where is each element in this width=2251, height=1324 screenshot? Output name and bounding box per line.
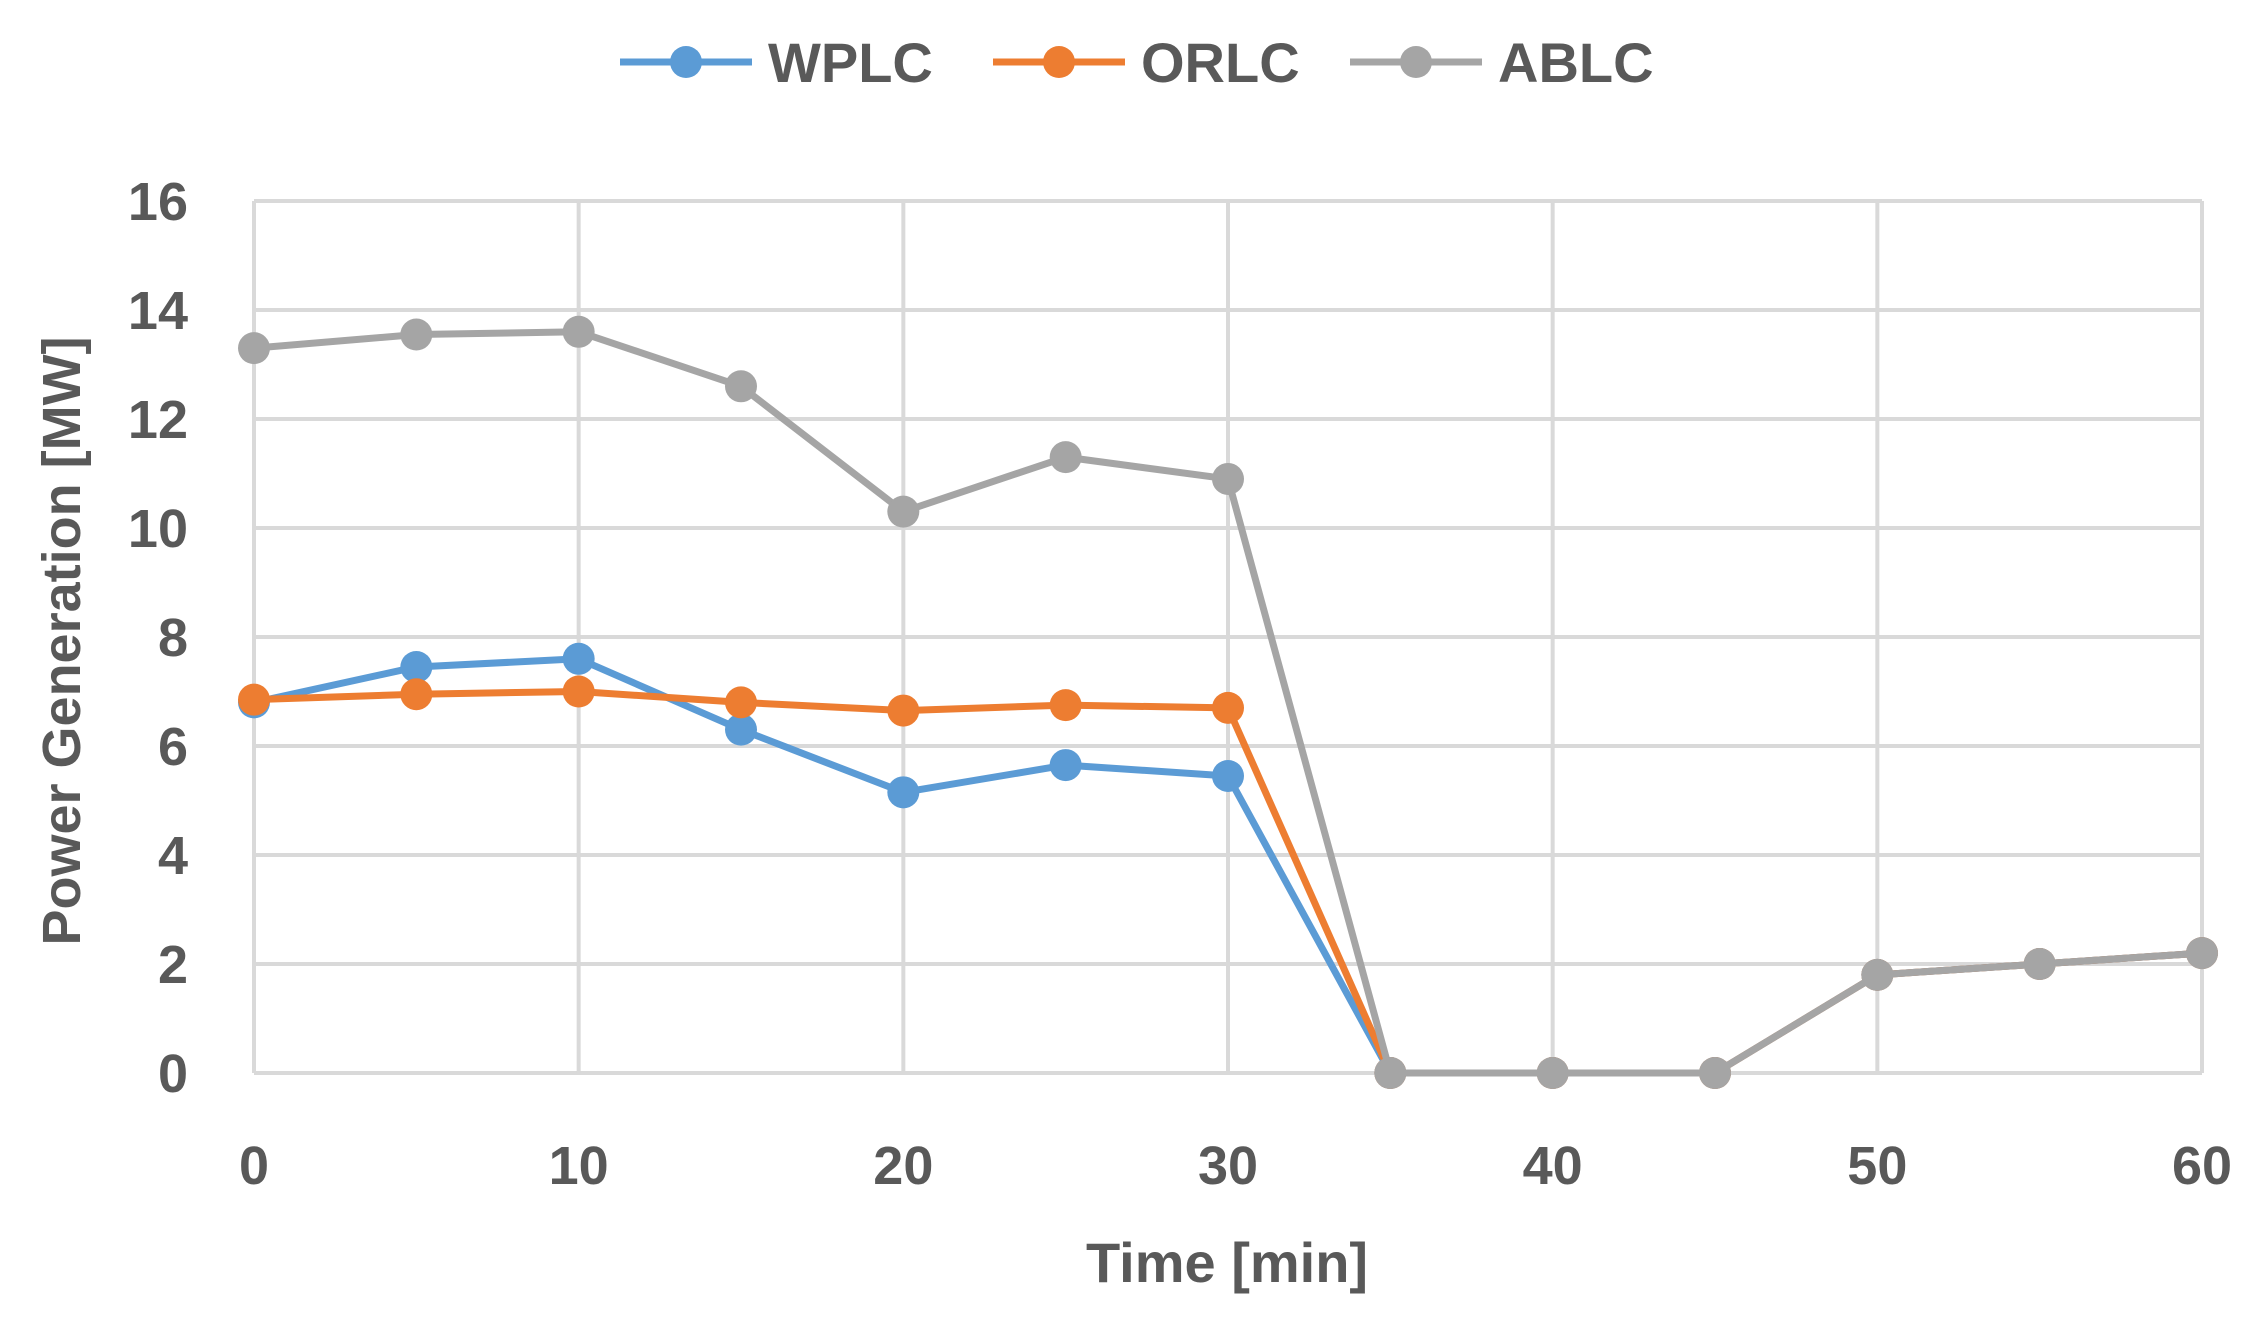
legend-label: ABLC [1498, 31, 1654, 94]
legend-label: ORLC [1141, 31, 1300, 94]
x-tick-label: 50 [1847, 1136, 1907, 1196]
data-point-orlc [725, 686, 757, 719]
data-point-ablc [1212, 462, 1244, 495]
y-axis-title: Power Generation [MW] [32, 336, 92, 945]
legend-item-wplc: WPLC [620, 31, 933, 94]
data-point-ablc [1536, 1057, 1569, 1089]
data-point-wplc [1212, 759, 1244, 792]
data-point-orlc [1212, 691, 1244, 724]
data-point-orlc [1049, 689, 1082, 722]
y-tick-label: 0 [158, 1044, 188, 1104]
x-axis-title: Time [min] [1086, 1231, 1368, 1294]
data-point-orlc [400, 678, 433, 711]
series-layer [238, 315, 2218, 1089]
data-point-ablc [887, 495, 920, 528]
x-tick-label: 30 [1198, 1136, 1258, 1196]
y-tick-label: 14 [128, 281, 188, 341]
legend-item-ablc: ABLC [1350, 31, 1654, 94]
data-point-ablc [2186, 937, 2218, 970]
x-tick-label: 0 [239, 1136, 269, 1196]
legend-label: WPLC [768, 31, 933, 94]
x-tick-label: 60 [2172, 1136, 2232, 1196]
x-tick-label: 10 [549, 1136, 609, 1196]
x-tick-label: 20 [873, 1136, 933, 1196]
data-point-wplc [1049, 749, 1082, 782]
data-point-ablc [562, 315, 595, 348]
data-point-wplc [400, 650, 433, 683]
data-point-ablc [1049, 441, 1082, 474]
legend-marker [670, 46, 702, 78]
x-tick-label: 40 [1523, 1136, 1583, 1196]
data-point-ablc [1374, 1057, 1407, 1089]
tick-labels: 0 2 4 6 8 10 12 14 16 0 10 20 30 40 50 60 [128, 172, 2232, 1196]
y-tick-label: 8 [158, 608, 188, 668]
y-tick-label: 12 [128, 390, 188, 450]
data-point-ablc [1699, 1057, 1731, 1089]
y-tick-label: 4 [158, 826, 188, 886]
data-point-ablc [238, 332, 270, 365]
data-point-ablc [2023, 948, 2056, 980]
series-ablc [238, 315, 2218, 1089]
y-tick-label: 10 [128, 499, 188, 559]
data-point-ablc [725, 370, 757, 403]
data-point-wplc [725, 713, 757, 746]
data-point-ablc [400, 318, 433, 351]
legend-marker [1043, 46, 1075, 78]
legend-marker [1400, 46, 1432, 78]
y-tick-label: 2 [158, 935, 188, 995]
legend-item-orlc: ORLC [993, 31, 1300, 94]
y-tick-label: 6 [158, 717, 188, 777]
data-point-wplc [562, 642, 595, 675]
y-tick-label: 16 [128, 172, 188, 232]
legend: WPLC ORLC ABLC [620, 31, 1654, 94]
data-point-orlc [562, 675, 595, 708]
data-point-orlc [887, 694, 920, 727]
data-point-orlc [238, 683, 270, 716]
data-point-wplc [887, 776, 920, 809]
data-point-ablc [1861, 958, 1894, 991]
